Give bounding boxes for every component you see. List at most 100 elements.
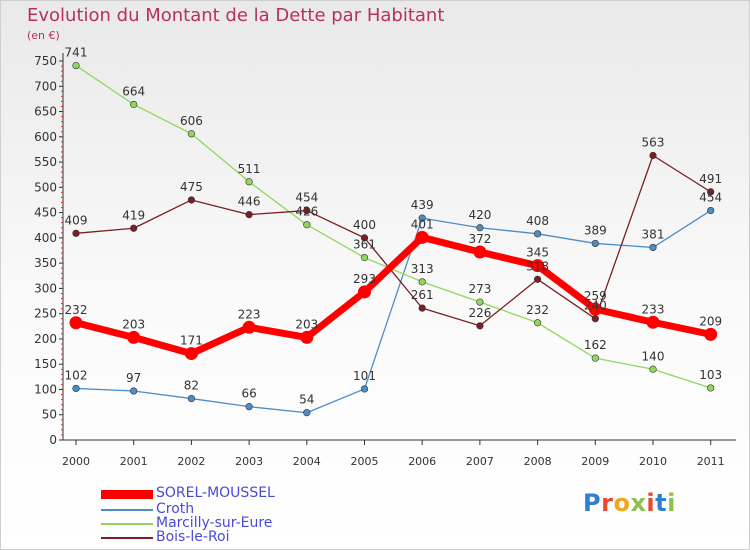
y-tick-label: 600 [34, 130, 57, 144]
data-point [649, 151, 657, 160]
legend-label: Bois-le-Roi [156, 529, 230, 545]
y-tick-label: 500 [34, 180, 57, 194]
data-point [72, 229, 80, 237]
data-point [476, 224, 484, 232]
x-tick-label: 2003 [235, 455, 263, 468]
data-label: 408 [526, 214, 549, 228]
data-point [245, 403, 253, 411]
data-point [588, 302, 602, 316]
data-point [72, 384, 80, 393]
y-tick-label: 300 [34, 281, 57, 295]
data-label: 389 [584, 223, 607, 237]
series-marcilly-sur-eure [72, 61, 715, 392]
legend-label: Croth [156, 501, 195, 517]
data-label: 223 [238, 307, 261, 321]
y-tick-label: 200 [34, 332, 57, 346]
series-croth [72, 206, 715, 417]
data-point [303, 206, 311, 215]
legend-label: SOREL-MOUSSEL [156, 485, 275, 501]
data-label: 232 [526, 303, 549, 317]
data-point [303, 221, 311, 229]
logo-letter: r [601, 489, 614, 517]
x-tick-label: 2001 [120, 455, 148, 468]
y-tick-label: 250 [34, 307, 57, 321]
x-tick-label: 2007 [466, 455, 494, 468]
y-tick-label: 700 [34, 79, 57, 93]
data-label: 259 [584, 289, 607, 303]
data-point [245, 211, 253, 219]
x-tick-label: 2004 [293, 455, 321, 468]
data-point [130, 100, 138, 109]
y-tick-label: 350 [34, 256, 57, 270]
data-point [418, 278, 426, 286]
series-line [72, 233, 715, 358]
data-label: 446 [238, 195, 261, 209]
x-tick-label: 2010 [639, 455, 667, 468]
data-point [130, 224, 138, 232]
data-label: 491 [699, 172, 722, 186]
data-label: 203 [122, 317, 145, 331]
data-point [300, 330, 314, 344]
proxiti-logo: Proxiti [583, 489, 676, 517]
data-label: 401 [411, 217, 434, 231]
legend-swatch [101, 490, 153, 499]
data-point [533, 275, 542, 283]
data-label: 209 [699, 314, 722, 328]
y-tick-label: 750 [34, 54, 57, 68]
data-label: 454 [699, 191, 722, 205]
y-tick-label: 50 [42, 408, 57, 422]
x-tick-label: 2009 [581, 455, 609, 468]
data-point [591, 239, 599, 248]
data-point [72, 61, 80, 70]
data-label: 66 [241, 387, 256, 401]
data-label: 203 [295, 317, 318, 331]
data-label: 345 [526, 246, 549, 260]
data-point [473, 245, 487, 259]
data-label: 101 [353, 369, 376, 383]
y-tick-label: 150 [34, 357, 57, 371]
data-label: 409 [65, 213, 88, 227]
data-point [649, 365, 657, 373]
data-label: 563 [642, 135, 665, 149]
data-point [649, 243, 657, 252]
data-point [360, 385, 369, 393]
data-point [242, 320, 256, 334]
data-label: 97 [126, 371, 141, 385]
series-line [75, 64, 712, 389]
data-point [704, 327, 718, 341]
data-point [591, 315, 599, 323]
chart-title: Evolution du Montant de la Dette par Hab… [27, 5, 445, 26]
logo-letter: x [630, 489, 647, 517]
data-point [418, 214, 426, 222]
data-label: 454 [295, 191, 318, 205]
data-point [127, 330, 141, 344]
data-label: 381 [642, 227, 665, 241]
series-line [75, 209, 712, 414]
data-label: 439 [411, 198, 434, 212]
data-label: 233 [642, 302, 665, 316]
data-label: 102 [65, 368, 88, 382]
data-point [360, 253, 369, 262]
data-label: 426 [295, 205, 318, 219]
data-point [418, 304, 426, 312]
data-label: 82 [184, 379, 199, 393]
data-point [358, 285, 371, 299]
data-point [533, 319, 542, 327]
logo-letter: o [613, 489, 631, 517]
data-point [303, 409, 311, 417]
data-label: 103 [699, 368, 722, 382]
x-tick-label: 2008 [524, 455, 552, 468]
logo-letter: P [583, 489, 602, 517]
data-point [591, 354, 599, 362]
data-label: 420 [468, 208, 491, 222]
data-point [707, 188, 715, 196]
x-tick-label: 2000 [62, 455, 90, 468]
y-tick-label: 100 [34, 382, 57, 396]
data-label: 372 [468, 232, 491, 246]
data-label: 361 [353, 238, 376, 252]
logo-letter: t [655, 489, 668, 517]
data-label: 400 [353, 218, 376, 232]
data-point [707, 384, 715, 392]
x-tick-label: 2002 [177, 455, 205, 468]
